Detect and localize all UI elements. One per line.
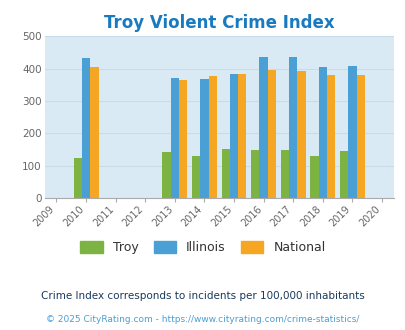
Bar [200, 79, 208, 198]
Bar [339, 151, 347, 198]
Bar [82, 58, 90, 198]
Bar [280, 150, 288, 198]
Text: Crime Index corresponds to incidents per 100,000 inhabitants: Crime Index corresponds to incidents per… [41, 291, 364, 301]
Bar [296, 71, 305, 198]
Bar [90, 67, 98, 198]
Bar [221, 148, 229, 198]
Bar [347, 66, 356, 198]
Bar [238, 74, 246, 198]
Bar [208, 77, 216, 198]
Text: © 2025 CityRating.com - https://www.cityrating.com/crime-statistics/: © 2025 CityRating.com - https://www.city… [46, 315, 359, 324]
Legend: Troy, Illinois, National: Troy, Illinois, National [75, 236, 330, 259]
Bar [170, 78, 179, 198]
Bar [251, 150, 259, 198]
Bar [73, 157, 82, 198]
Bar [288, 57, 296, 198]
Bar [162, 152, 170, 198]
Bar [192, 156, 200, 198]
Bar [326, 76, 335, 198]
Bar [179, 80, 187, 198]
Bar [309, 156, 318, 198]
Title: Troy Violent Crime Index: Troy Violent Crime Index [104, 14, 334, 32]
Bar [259, 57, 267, 198]
Bar [267, 70, 275, 198]
Bar [229, 75, 238, 198]
Bar [318, 67, 326, 198]
Bar [356, 76, 364, 198]
